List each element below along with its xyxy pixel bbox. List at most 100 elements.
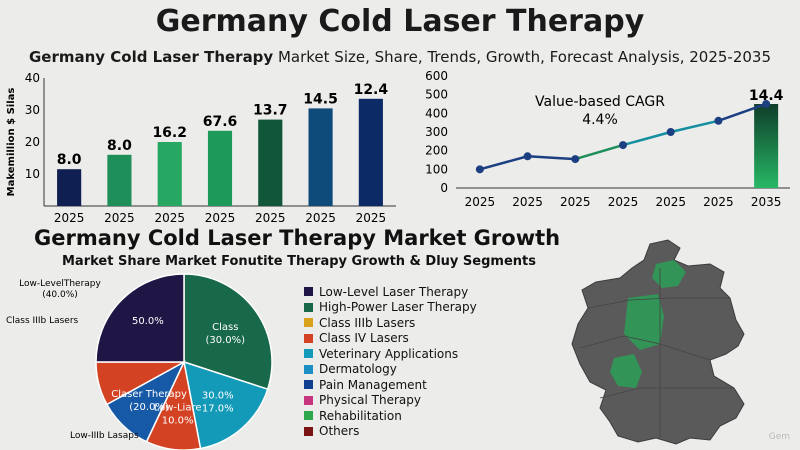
final-bar-label: 14.4: [749, 88, 784, 104]
line-x-tick-label: 2025: [608, 195, 639, 209]
pie-slice-value: 10.0%: [162, 416, 194, 427]
line-x-tick-label: 2025: [703, 195, 734, 209]
bar-chart: 10 20 30 40 Makemillion $ Silas 8.0 2025 8.0 202…: [6, 71, 396, 225]
pie-chart: Class (30.0%) 30.0% 17.0%Low-Liare 10.0% Clas…: [6, 273, 273, 450]
pie-outside-label: (40.0%): [42, 290, 78, 300]
bar-y-tick-label: 10: [25, 167, 40, 181]
bar: [258, 119, 283, 206]
legend-swatch: [304, 380, 313, 390]
bar-data-label: 14.5: [303, 91, 338, 107]
pie-slice-value: (30.0%): [206, 335, 246, 346]
bar-data-label: 8.0: [57, 152, 82, 168]
page-title: Germany Cold Laser Therapy: [155, 4, 645, 39]
legend-swatch: [304, 302, 313, 312]
line-point: [523, 152, 532, 161]
pie-slice: [183, 360, 269, 450]
line-point: [714, 116, 723, 125]
bar-x-tick-label: 2025: [305, 211, 336, 225]
legend-item: Dermatology: [304, 362, 477, 378]
bar-x-tick-label: 2025: [205, 211, 236, 225]
bar: [157, 142, 182, 206]
bar: [57, 169, 82, 206]
line-x-tick-label: 2025: [560, 195, 591, 209]
legend-item: Pain Management: [304, 377, 477, 393]
pie-slice: [95, 273, 185, 363]
bar-data-label: 8.0: [107, 138, 132, 154]
line-point: [762, 100, 771, 108]
legend-label: Class IV Lasers: [319, 331, 409, 346]
legend-swatch: [304, 287, 313, 297]
bar-data-label: 12.4: [354, 82, 389, 98]
bar: [308, 108, 333, 206]
line-x-tick-label: 2025: [512, 195, 543, 209]
line-point: [619, 141, 627, 150]
line-y-tick-label: 500: [425, 88, 448, 102]
line-segment: [479, 155, 528, 171]
line-point: [571, 155, 580, 164]
legend-label: Pain Management: [319, 377, 427, 392]
bar-data-label: 16.2: [152, 125, 187, 141]
cagr-annotation-line2: 4.4%: [582, 112, 618, 128]
pie-slice-label: Class: [212, 322, 238, 333]
subtitle-rest: Market Size, Share, Trends, Growth, Fore…: [273, 48, 772, 66]
pie-slice-value: (20.0%): [129, 402, 169, 413]
final-bar: [754, 104, 779, 188]
legend-item: Others: [304, 424, 477, 440]
line-chart: 0 100 200 300 400 500 600 14.4 2025 2025 2025 2025 2…: [425, 70, 790, 209]
legend-label: Physical Therapy: [319, 393, 421, 408]
legend-swatch: [304, 333, 313, 343]
map-region-highlight-north: [652, 260, 686, 288]
legend-label: Dermatology: [319, 362, 397, 377]
germany-map: [571, 239, 745, 445]
bar-data-label: 13.7: [253, 103, 288, 119]
legend-item: Low-Level Laser Therapy: [304, 284, 477, 300]
map-region-highlight-central: [624, 294, 664, 350]
bar-x-tick-label: 2025: [356, 211, 387, 225]
pie-slice: [183, 273, 273, 391]
bar-x-tick-label: 2025: [104, 211, 135, 225]
bar-y-tick-label: 30: [25, 103, 40, 117]
legend-label: Class IIIb Lasers: [319, 315, 416, 330]
legend-item: Physical Therapy: [304, 393, 477, 409]
legend-label: Others: [319, 424, 360, 439]
line-point: [475, 165, 484, 174]
legend: Low-Level Laser Therapy High-Power Laser …: [304, 284, 477, 439]
section-title: Germany Cold Laser Therapy Market Growth: [34, 226, 561, 250]
legend-label: High-Power Laser Therapy: [319, 300, 477, 315]
pie-outside-label: Low-IIIb Lasaps: [70, 431, 139, 441]
line-segment: [622, 130, 672, 147]
pie-outside-label: Class IIIb Lasers: [6, 316, 79, 326]
bar: [358, 98, 383, 206]
legend-item: High-Power Laser Therapy: [304, 300, 477, 316]
line-segment: [527, 155, 576, 161]
bar: [207, 130, 233, 206]
pie-slice-label: Claser Therapy: [111, 389, 187, 400]
legend-item: Class IV Lasers: [304, 331, 477, 347]
line-y-tick-label: 600: [425, 70, 448, 83]
line-x-tick-label: 2025: [465, 195, 496, 209]
pie-slice-label: 30.0%: [202, 390, 234, 401]
line-y-tick-label: 400: [425, 106, 448, 120]
bar-y-axis-label: Makemillion $ Silas: [6, 88, 17, 197]
map-region-highlight-south: [610, 354, 642, 388]
bar-data-label: 67.6: [203, 114, 238, 130]
subtitle-bold: Germany Cold Laser Therapy: [28, 48, 274, 66]
bar: [107, 154, 132, 206]
line-segment: [670, 119, 719, 134]
legend-label: Low-Level Laser Therapy: [319, 284, 469, 299]
legend-item: Rehabilitation: [304, 408, 477, 424]
legend-swatch: [304, 349, 313, 359]
pie-slice-label: 50.0%: [132, 316, 164, 327]
bar-x-tick-label: 2025: [54, 211, 85, 225]
legend-label: Rehabilitation: [319, 408, 402, 423]
bar-x-tick-label: 2025: [255, 211, 286, 225]
page-subtitle: Germany Cold Laser Therapy Market Size, …: [0, 48, 800, 66]
legend-item: Class IIIb Lasers: [304, 315, 477, 331]
legend-swatch: [304, 318, 313, 328]
line-y-tick-label: 100: [425, 162, 448, 176]
pie-slice-label: Low-Liare: [154, 403, 202, 414]
line-x-tick-label: 2025: [655, 195, 686, 209]
legend-swatch: [304, 411, 313, 421]
line-x-tick-label: 2035: [751, 195, 782, 209]
line-y-tick-label: 0: [440, 181, 448, 195]
